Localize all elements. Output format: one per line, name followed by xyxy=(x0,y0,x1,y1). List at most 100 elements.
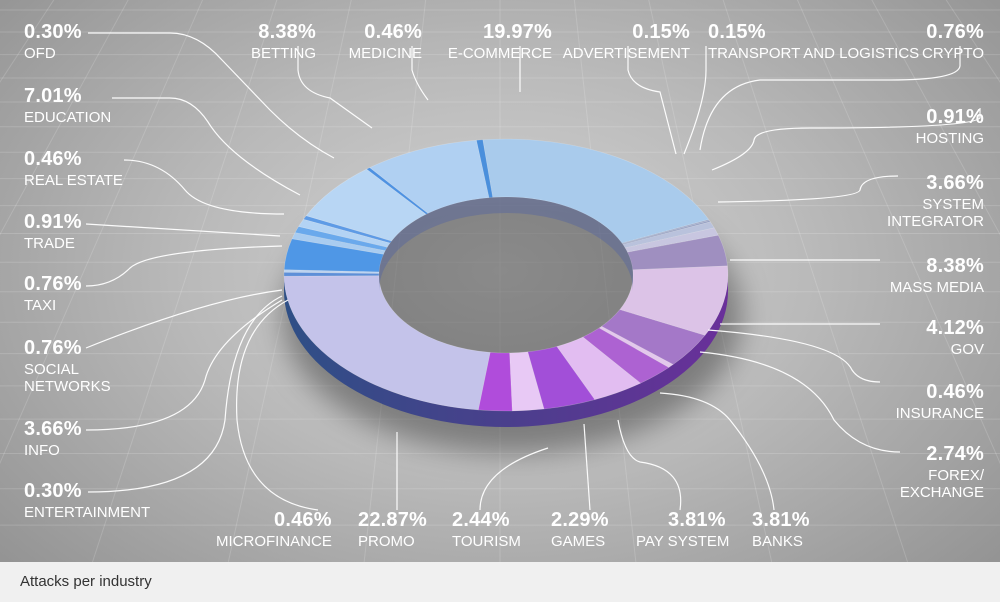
leader-line xyxy=(87,295,283,493)
leader-line xyxy=(699,46,961,151)
slice-name: GOV xyxy=(950,341,984,358)
leader-line xyxy=(583,423,591,511)
slice-name: INFO xyxy=(24,442,60,459)
leader-line xyxy=(699,351,901,453)
slice-percent: 3.81% xyxy=(752,509,810,531)
slice-label: 3.81% PAY SYSTEM xyxy=(636,510,729,550)
leader-line xyxy=(479,447,549,511)
slice-label: 0.91% TRADE xyxy=(24,212,82,252)
slice-name: MASS MEDIA xyxy=(889,279,984,296)
slice-label: 2.44% TOURISM xyxy=(452,510,521,550)
leader-line xyxy=(627,46,677,155)
donut-slice xyxy=(283,275,491,411)
slice-name: SOCIAL NETWORKS xyxy=(24,361,111,396)
leader-line xyxy=(85,223,281,237)
slice-label: 0.76% TAXI xyxy=(24,274,82,314)
slice-percent: 0.91% xyxy=(24,211,82,233)
slice-label: 0.46% MICROFINANCE xyxy=(216,510,332,550)
leader-line xyxy=(85,245,283,287)
donut-chart xyxy=(85,32,981,511)
leader-line xyxy=(711,108,981,171)
slice-label: 22.87% PROMO xyxy=(358,510,427,550)
donut-slice xyxy=(527,346,596,410)
slice-name: TOURISM xyxy=(452,533,521,550)
slice-percent: 0.76% xyxy=(926,21,984,43)
donut-slice xyxy=(477,352,513,412)
donut-slice xyxy=(598,326,674,368)
leader-line xyxy=(411,46,429,101)
leader-line xyxy=(85,289,283,349)
slice-label: 7.01% EDUCATION xyxy=(24,86,111,126)
slice-name: BETTING xyxy=(250,45,316,62)
slice-name: CRYPTO xyxy=(922,45,984,62)
slice-label: 0.46% REAL ESTATE xyxy=(24,149,123,189)
slice-label: 2.29% GAMES xyxy=(551,510,609,550)
footer-bar: Attacks per industry xyxy=(0,562,1000,602)
slice-percent: 4.12% xyxy=(926,317,984,339)
slice-label: 3.66% INFO xyxy=(24,419,82,459)
donut-inner-wall xyxy=(379,197,633,291)
slice-percent: 0.30% xyxy=(24,21,82,43)
leader-line xyxy=(659,392,775,511)
donut-slice xyxy=(509,351,545,412)
leader-line xyxy=(123,159,285,215)
slice-label: 0.15% TRANSPORT AND LOGISTICS xyxy=(708,22,919,62)
leader-line xyxy=(683,46,707,155)
slice-name: PAY SYSTEM xyxy=(636,533,730,550)
slice-name: FOREX/ EXCHANGE xyxy=(899,467,984,502)
slice-label: 4.12% GOV xyxy=(926,318,984,358)
slice-name: MEDICINE xyxy=(348,45,422,62)
slice-percent: 19.97% xyxy=(482,21,552,43)
leader-line xyxy=(297,46,373,129)
slice-name: INSURANCE xyxy=(895,405,984,422)
slice-percent: 7.01% xyxy=(24,85,82,107)
slice-label: 3.66% SYSTEM INTEGRATOR xyxy=(864,173,984,231)
chart-caption: Attacks per industry xyxy=(20,573,152,590)
slice-label: 0.91% HOSTING xyxy=(916,107,984,147)
slice-name: SYSTEM INTEGRATOR xyxy=(887,196,984,231)
slice-name: REAL ESTATE xyxy=(24,172,123,189)
slice-name: MICROFINANCE xyxy=(216,533,332,550)
slice-percent: 0.91% xyxy=(926,106,984,128)
donut-slice xyxy=(582,327,670,384)
slice-percent: 0.46% xyxy=(926,381,984,403)
grid-lines xyxy=(0,0,1000,562)
slice-label: 19.97% E-COMMERCE xyxy=(448,22,552,62)
slice-percent: 22.87% xyxy=(358,509,428,531)
slice-percent: 8.38% xyxy=(926,255,984,277)
leader-line xyxy=(707,329,881,383)
leader-lines xyxy=(85,32,981,511)
slice-name: E-COMMERCE xyxy=(447,45,552,62)
slice-name: OFD xyxy=(24,45,56,62)
donut-slice xyxy=(601,309,706,365)
leader-line xyxy=(88,32,335,159)
leader-line xyxy=(717,175,899,203)
slice-label: 2.74% FOREX/ EXCHANGE xyxy=(884,444,984,502)
slice-name: EDUCATION xyxy=(24,109,112,126)
slice-name: TRADE xyxy=(24,235,75,252)
slice-percent: 0.46% xyxy=(364,21,422,43)
slice-label: 0.30% OFD xyxy=(24,22,82,62)
slice-label: 0.15% ADVERTISEMENT xyxy=(563,22,690,62)
slice-percent: 0.76% xyxy=(24,337,82,359)
slice-name: ADVERTISEMENT xyxy=(562,45,690,62)
slice-name: BANKS xyxy=(752,533,803,550)
slice-percent: 0.30% xyxy=(24,480,82,502)
slice-percent: 2.29% xyxy=(551,509,609,531)
slice-name: TAXI xyxy=(24,297,57,314)
leader-line xyxy=(617,419,682,511)
slice-percent: 0.76% xyxy=(24,273,82,295)
slice-label: 8.38% MASS MEDIA xyxy=(890,256,984,296)
slice-percent: 0.15% xyxy=(708,21,766,43)
slice-label: 8.38% BETTING xyxy=(251,22,316,62)
slice-percent: 0.46% xyxy=(274,509,332,531)
slice-percent: 2.74% xyxy=(926,443,984,465)
slice-name: TRANSPORT AND LOGISTICS xyxy=(708,45,920,62)
slice-percent: 0.15% xyxy=(632,21,690,43)
slice-name: HOSTING xyxy=(915,130,984,147)
slice-label: 3.81% BANKS xyxy=(752,510,810,550)
slice-name: PROMO xyxy=(358,533,415,550)
slice-label: 0.76% CRYPTO xyxy=(922,22,984,62)
slice-percent: 3.66% xyxy=(24,418,82,440)
